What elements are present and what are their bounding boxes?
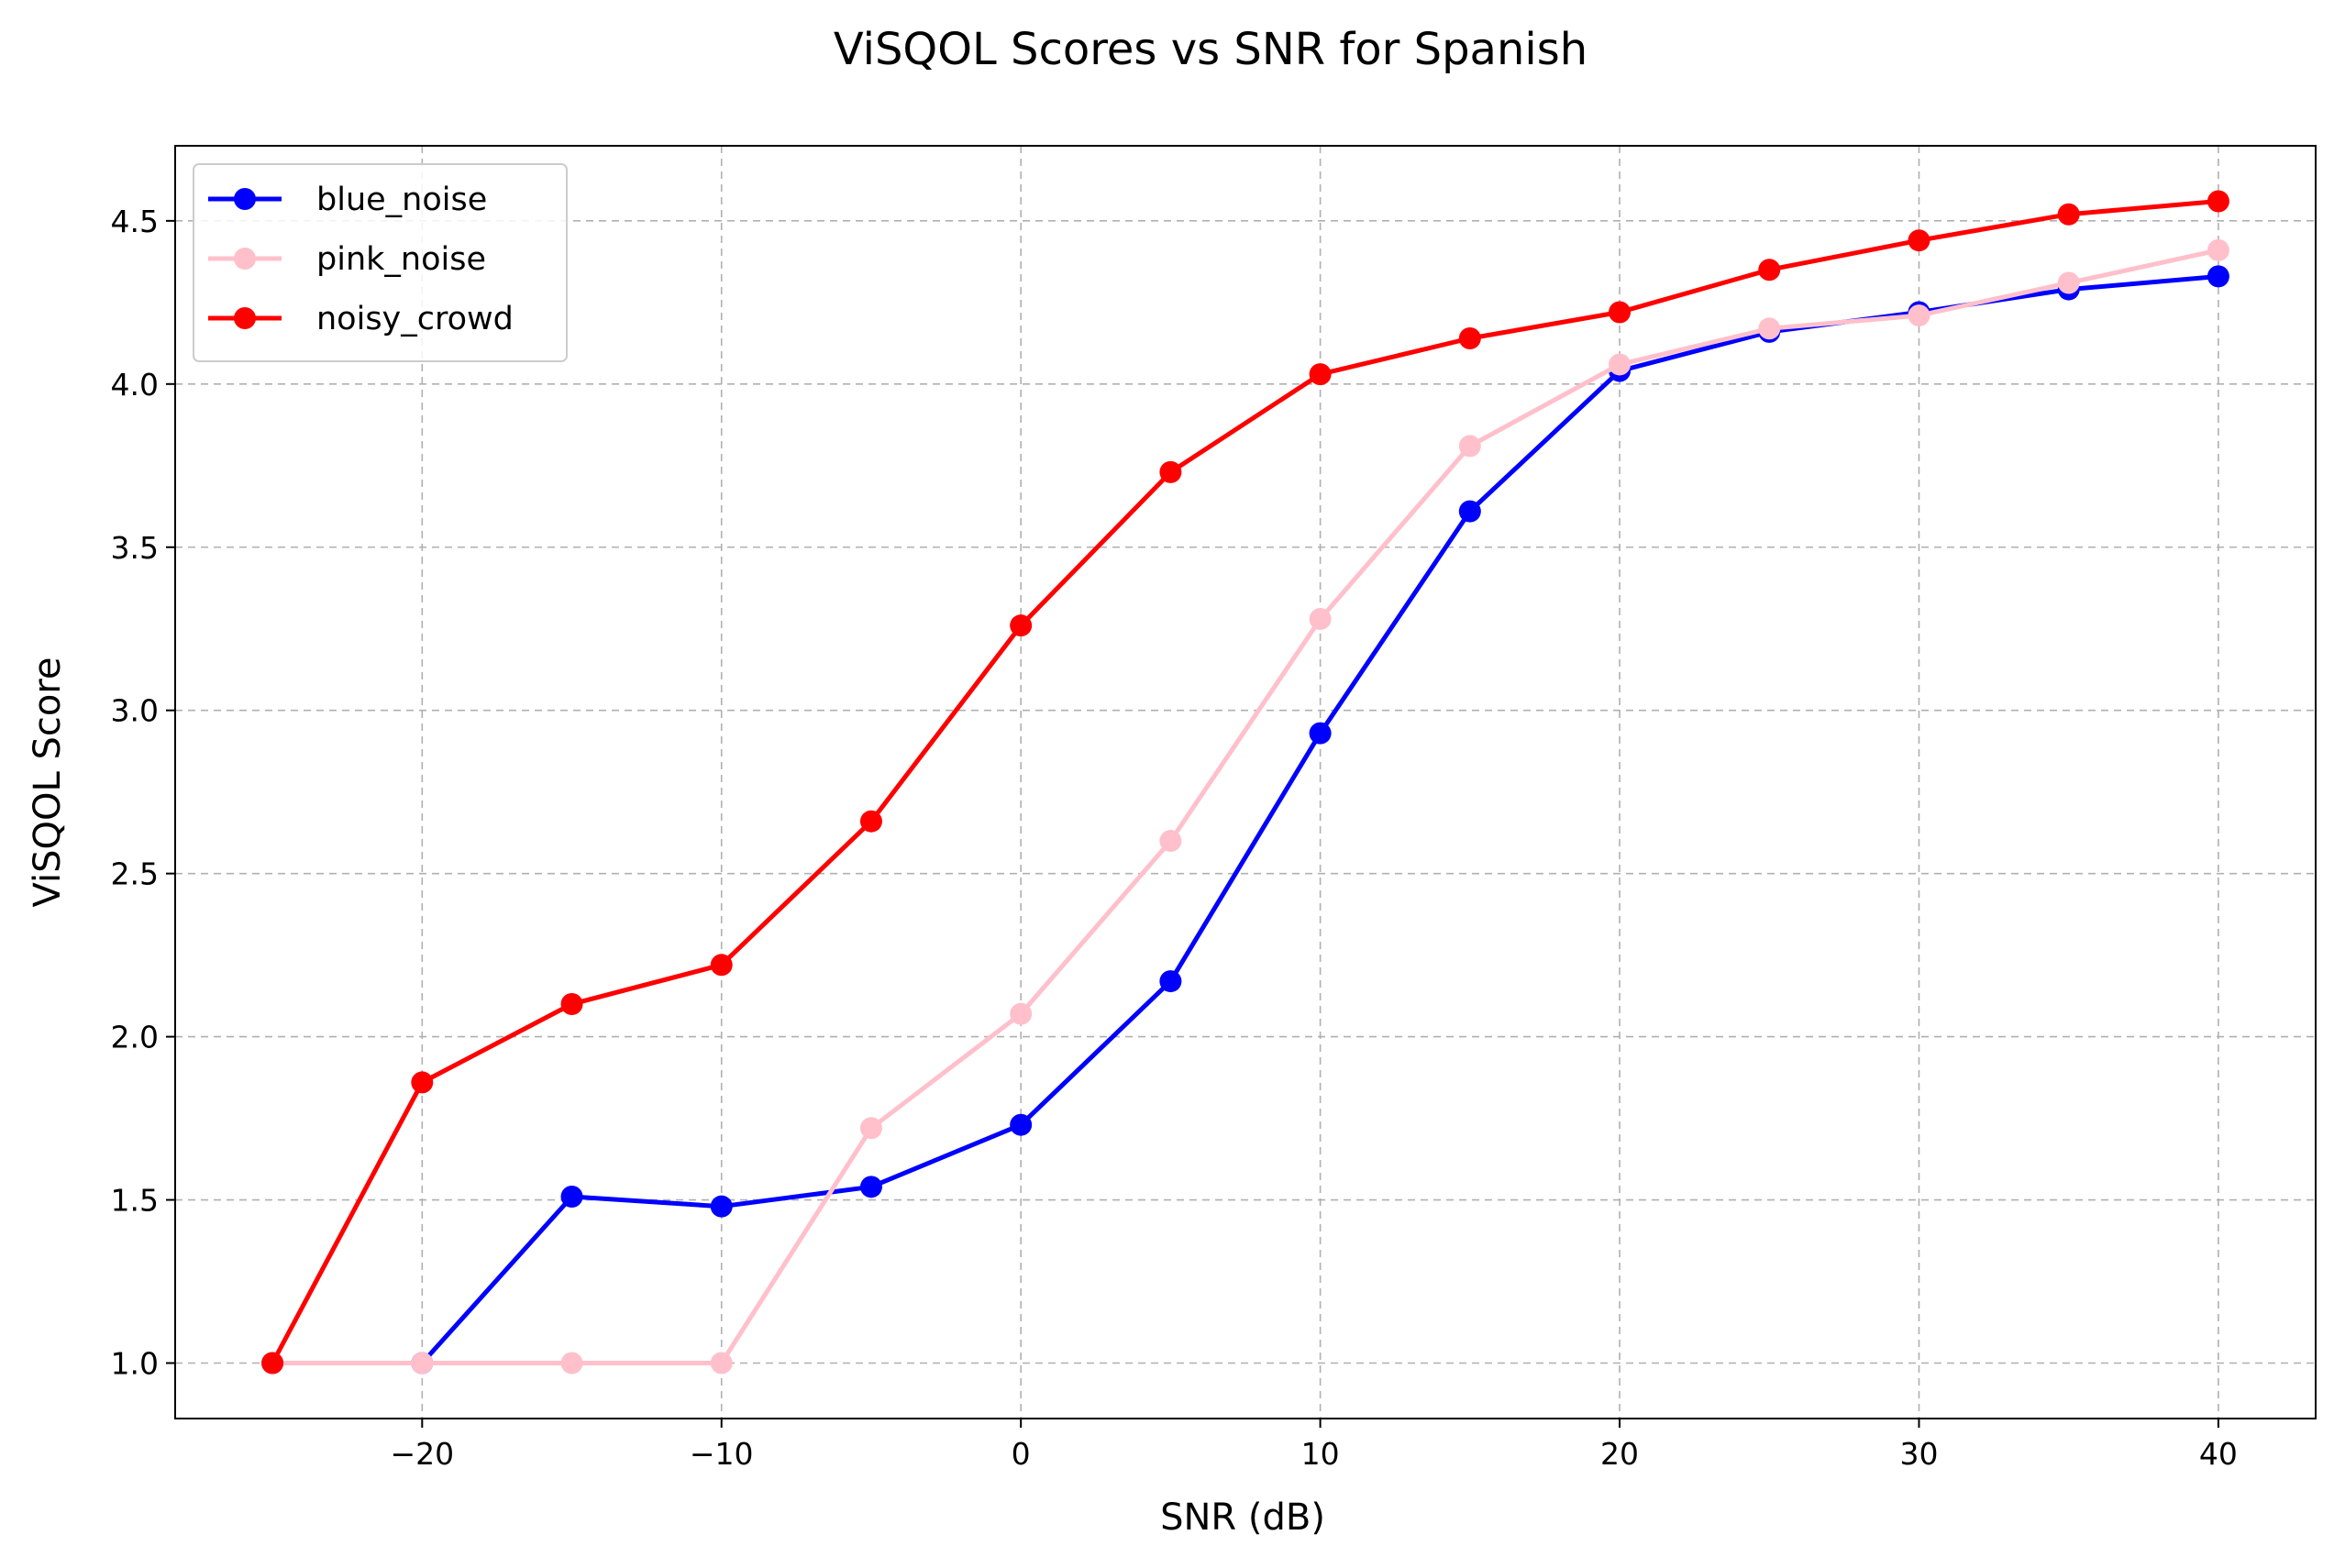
data-point-noisy_crowd [1758, 259, 1781, 282]
data-point-noisy_crowd [2057, 203, 2080, 226]
data-point-blue_noise [1458, 500, 1481, 523]
data-point-noisy_crowd [411, 1071, 434, 1094]
series-line-pink_noise [272, 248, 2219, 1365]
data-point-pink_noise [1159, 830, 1182, 853]
series-blue_noise [261, 265, 2229, 1375]
legend-marker-blue_noise [234, 188, 256, 210]
legend-marker-noisy_crowd [234, 307, 256, 329]
legend-box [193, 163, 568, 362]
y-tick-label: 4.0 [111, 367, 159, 403]
data-point-noisy_crowd [1010, 614, 1033, 637]
x-tick-label: 10 [1301, 1436, 1340, 1472]
x-tick-label: −10 [690, 1436, 754, 1472]
series-layer [261, 190, 2229, 1375]
x-tick-label: 30 [1899, 1436, 1938, 1472]
y-tick-label: 3.0 [111, 693, 159, 729]
series-line-noisy_crowd [270, 199, 2219, 1364]
data-point-noisy_crowd [560, 993, 583, 1016]
data-point-blue_noise [2207, 265, 2229, 288]
x-tick-label: 20 [1600, 1436, 1639, 1472]
data-point-noisy_crowd [710, 954, 733, 977]
y-tick-label: 1.0 [111, 1345, 159, 1381]
y-tick-label: 3.5 [111, 530, 159, 566]
data-point-pink_noise [2207, 238, 2229, 261]
legend: blue_noise pink_noise noisy_crowd [193, 163, 568, 362]
y-tick-label: 1.5 [111, 1183, 159, 1219]
data-point-blue_noise [1010, 1113, 1033, 1136]
data-point-pink_noise [560, 1352, 583, 1375]
legend-label-pink_noise: pink_noise [316, 241, 486, 278]
y-axis-title: ViSQOL Score [27, 657, 69, 908]
x-tick-label: 40 [2199, 1436, 2238, 1472]
plot-frame [174, 145, 2317, 1419]
data-point-pink_noise [2057, 271, 2080, 294]
x-tick-label: −20 [390, 1436, 454, 1472]
y-tick-label: 2.0 [111, 1020, 159, 1055]
grid [175, 146, 2316, 1419]
data-point-pink_noise [710, 1352, 733, 1375]
data-point-pink_noise [411, 1352, 434, 1375]
data-point-noisy_crowd [1458, 326, 1481, 349]
legend-label-noisy_crowd: noisy_crowd [316, 301, 514, 337]
data-point-pink_noise [1309, 608, 1332, 631]
series-noisy_crowd [261, 190, 2229, 1375]
data-point-noisy_crowd [1908, 229, 1930, 252]
data-point-pink_noise [1458, 435, 1481, 458]
data-point-noisy_crowd [859, 810, 882, 833]
data-point-noisy_crowd [2207, 190, 2229, 213]
y-tick-label: 4.5 [111, 204, 159, 239]
data-point-noisy_crowd [261, 1352, 284, 1375]
data-point-noisy_crowd [1159, 460, 1182, 483]
data-point-noisy_crowd [1609, 301, 1632, 324]
data-point-pink_noise [1010, 1002, 1033, 1025]
legend-marker-pink_noise [234, 248, 256, 270]
data-point-pink_noise [1908, 304, 1930, 327]
data-point-pink_noise [1609, 353, 1632, 376]
data-point-blue_noise [560, 1185, 583, 1208]
x-axis-title: SNR (dB) [1160, 1496, 1325, 1539]
data-point-pink_noise [859, 1117, 882, 1140]
data-point-blue_noise [1159, 970, 1182, 993]
data-point-pink_noise [1758, 317, 1781, 340]
data-point-blue_noise [1309, 722, 1332, 745]
series-pink_noise [261, 238, 2229, 1375]
ticks: −20 −10 0 10 20 30 40 1.0 1.5 2.0 2.5 3.0 3.5 4.0 4.5 [111, 204, 2238, 1472]
data-point-blue_noise [710, 1195, 733, 1218]
y-tick-label: 2.5 [111, 856, 159, 892]
data-point-blue_noise [859, 1176, 882, 1198]
x-tick-label: 0 [1012, 1436, 1031, 1472]
data-point-noisy_crowd [1309, 363, 1332, 386]
chart-title: ViSQOL Scores vs SNR for Spanish [834, 24, 1587, 75]
legend-label-blue_noise: blue_noise [316, 182, 487, 218]
